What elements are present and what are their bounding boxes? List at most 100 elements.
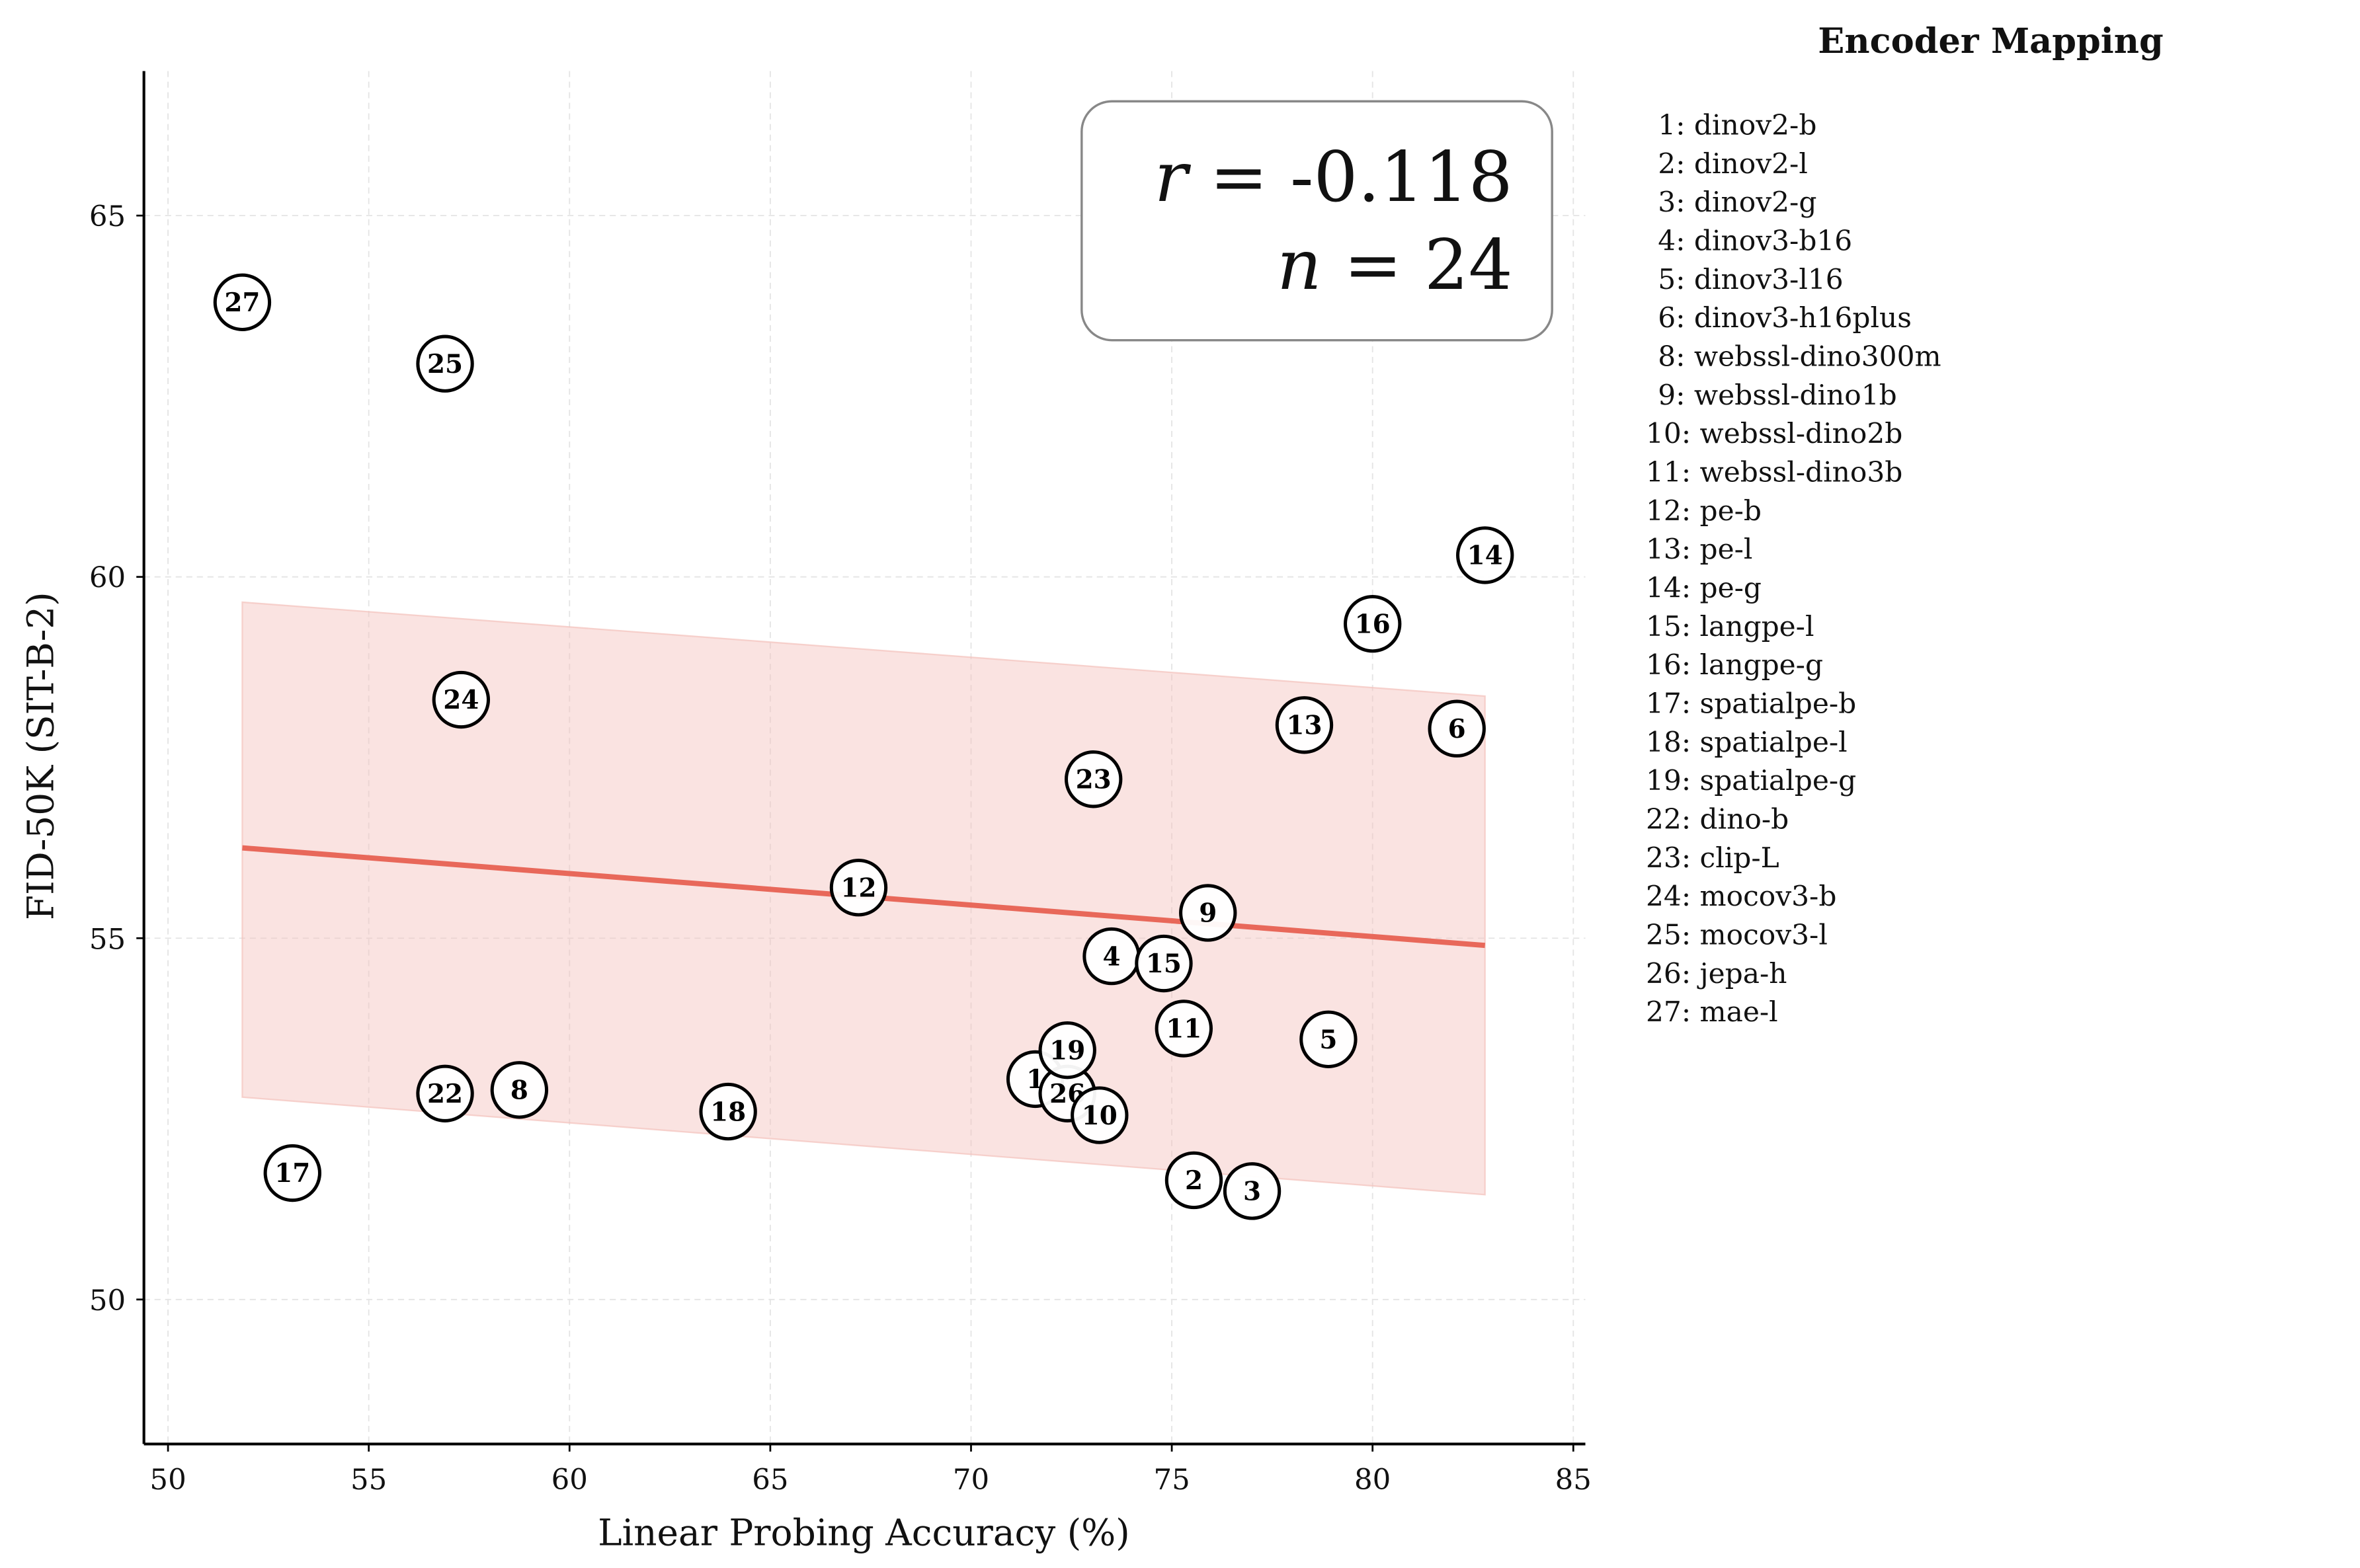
legend-entry: 3: dinov2-g: [1658, 186, 1816, 218]
point-label: 11: [1166, 1014, 1201, 1044]
data-point: 27: [213, 273, 272, 331]
data-point: 19: [1038, 1021, 1096, 1079]
point-label: 8: [510, 1076, 528, 1106]
point-marker: [1456, 526, 1514, 584]
x-tick-label: 60: [551, 1464, 588, 1497]
point-label: 17: [274, 1158, 310, 1189]
point-marker: [416, 1064, 474, 1122]
legend-entry: 8: webssl-dino300m: [1658, 340, 1941, 373]
point-label: 27: [224, 288, 260, 318]
y-tick-label: 55: [89, 923, 126, 956]
point-label: 23: [1076, 764, 1112, 795]
data-point: 9: [1179, 884, 1237, 942]
n-stat: n = 24: [1277, 224, 1513, 305]
data-point: 17: [263, 1144, 322, 1202]
data-point: 10: [1071, 1086, 1129, 1144]
x-tick-label: 85: [1555, 1464, 1592, 1497]
legend-entry: 25: mocov3-l: [1646, 918, 1828, 951]
point-label: 3: [1243, 1177, 1261, 1207]
point-marker: [263, 1144, 322, 1202]
point-label: 6: [1448, 714, 1466, 744]
point-marker: [1135, 934, 1193, 993]
legend-entry: 4: dinov3-b16: [1658, 225, 1852, 257]
point-marker: [490, 1061, 549, 1119]
y-axis-label: FID-50K (SIT-B-2): [19, 592, 61, 920]
legend-entry: 2: dinov2-l: [1658, 147, 1808, 180]
data-point: 4: [1082, 927, 1141, 986]
legend-entry: 6: dinov3-h16plus: [1658, 301, 1912, 334]
legend-entry: 1: dinov2-b: [1658, 109, 1816, 141]
point-marker: [1179, 884, 1237, 942]
point-marker: [1065, 750, 1123, 808]
legend-entry: 9: webssl-dino1b: [1658, 379, 1896, 411]
point-label: 24: [443, 685, 479, 715]
data-point: 25: [416, 334, 474, 393]
point-marker: [1038, 1021, 1096, 1079]
point-marker: [1071, 1086, 1129, 1144]
legend-entry: 22: dino-b: [1646, 803, 1789, 835]
point-marker: [1223, 1162, 1282, 1220]
y-tick-label: 65: [89, 200, 126, 233]
point-label: 15: [1146, 949, 1182, 979]
x-tick-label: 80: [1354, 1464, 1391, 1497]
legend-entry: 17: spatialpe-b: [1646, 687, 1856, 719]
stats-box: r = -0.118 n = 24: [1080, 100, 1553, 342]
r-stat: r = -0.118: [1155, 136, 1513, 217]
data-point: 5: [1299, 1010, 1358, 1068]
legend-entry: 27: mae-l: [1646, 996, 1778, 1028]
legend-entry: 13: pe-l: [1646, 533, 1752, 565]
y-tick-label: 50: [89, 1284, 126, 1317]
point-label: 16: [1355, 609, 1391, 639]
data-point: 6: [1428, 699, 1486, 758]
data-point: 23: [1065, 750, 1123, 808]
point-label: 12: [840, 873, 876, 903]
data-point: 8: [490, 1061, 549, 1119]
point-label: 13: [1286, 711, 1322, 741]
legend-entry: 26: jepa-h: [1646, 957, 1787, 990]
point-label: 19: [1049, 1035, 1085, 1066]
x-axis-label: Linear Probing Accuracy (%): [598, 1512, 1130, 1554]
data-point: 13: [1275, 696, 1334, 754]
legend-title: Encoder Mapping: [1818, 21, 2164, 61]
legend-entry: 24: mocov3-b: [1646, 880, 1836, 912]
data-point: 18: [699, 1082, 757, 1141]
x-tick-label: 75: [1153, 1464, 1190, 1497]
data-point: 12: [829, 859, 888, 917]
point-label: 14: [1467, 541, 1503, 571]
data-point: 16: [1344, 595, 1402, 653]
point-label: 4: [1102, 941, 1120, 972]
legend-entry: 5: dinov3-l16: [1658, 263, 1843, 295]
y-tick-label: 60: [89, 562, 126, 595]
data-point: 2: [1164, 1151, 1223, 1210]
point-marker: [699, 1082, 757, 1141]
point-marker: [1155, 1000, 1213, 1058]
point-marker: [1275, 696, 1334, 754]
point-marker: [213, 273, 272, 331]
point-label: 2: [1185, 1165, 1203, 1196]
point-marker: [416, 334, 474, 393]
legend-entry: 19: spatialpe-g: [1646, 764, 1856, 797]
legend-entry: 18: spatialpe-l: [1646, 726, 1848, 758]
legend-entry: 15: langpe-l: [1646, 610, 1814, 643]
point-label: 5: [1319, 1025, 1337, 1055]
legend-entry: 10: webssl-dino2b: [1646, 417, 1902, 450]
point-label: 22: [427, 1079, 463, 1109]
legend-entry: 11: webssl-dino3b: [1646, 456, 1902, 489]
x-tick-label: 50: [149, 1464, 186, 1497]
legend-entry: 16: langpe-g: [1646, 648, 1823, 681]
x-tick-label: 70: [953, 1464, 989, 1497]
data-point: 11: [1155, 1000, 1213, 1058]
x-tick-label: 65: [752, 1464, 788, 1497]
legend-entry: 23: clip-L: [1646, 842, 1779, 874]
legend-entry: 14: pe-g: [1646, 572, 1762, 604]
data-point: 15: [1135, 934, 1193, 993]
point-marker: [432, 670, 491, 729]
point-label: 10: [1082, 1101, 1118, 1131]
legend: Encoder Mapping 1: dinov2-b 2: dinov2-l 3:…: [1646, 21, 2164, 1028]
point-marker: [1164, 1151, 1223, 1210]
point-marker: [1344, 595, 1402, 653]
data-point: 14: [1456, 526, 1514, 584]
